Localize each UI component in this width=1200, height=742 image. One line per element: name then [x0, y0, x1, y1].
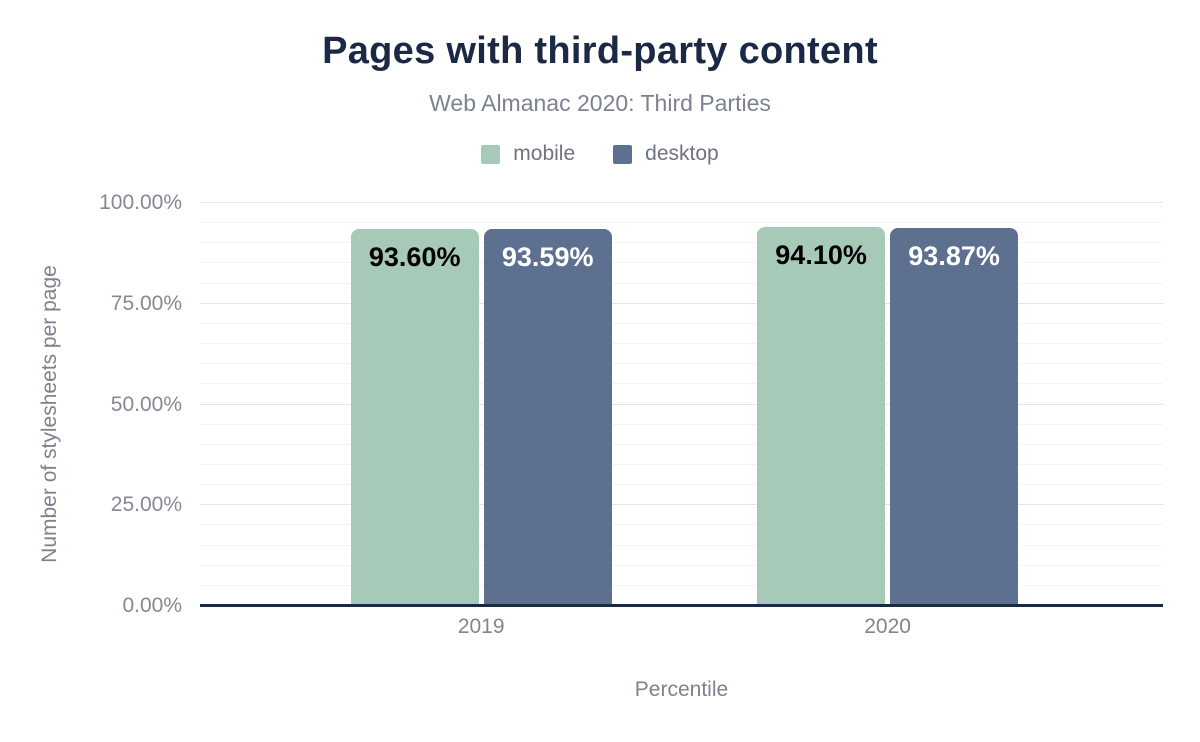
gridline-minor: [200, 242, 1163, 244]
gridline-minor: [200, 262, 1163, 264]
y-tick-label: 50.00%: [110, 392, 182, 416]
chart-subtitle: Web Almanac 2020: Third Parties: [429, 90, 771, 116]
legend-swatch-desktop: [613, 144, 633, 164]
gridline-minor: [200, 484, 1163, 486]
bar-value-label: 94.10%: [775, 239, 867, 270]
gridline-minor: [200, 423, 1163, 425]
legend-label: mobile: [513, 142, 576, 165]
bar-value-label: 93.60%: [368, 241, 461, 272]
legend-swatch-mobile: [481, 144, 501, 164]
bar-value-label: 93.87%: [908, 240, 1000, 271]
gridline-major: [200, 202, 1163, 203]
gridline-minor: [200, 443, 1163, 445]
gridline-minor: [200, 584, 1163, 586]
gridline-minor: [200, 544, 1163, 546]
gridline-minor: [200, 524, 1163, 526]
bar-2020-mobile[interactable]: 94.10%: [757, 226, 886, 606]
gridline-major: [200, 504, 1163, 506]
x-axis-ticks: 2019 2020: [200, 615, 1163, 641]
legend: mobile desktop: [0, 142, 1200, 166]
gridline-minor: [200, 322, 1163, 324]
gridline-minor: [200, 463, 1163, 465]
y-tick-label: 100.00%: [99, 191, 182, 214]
legend-item-mobile[interactable]: mobile: [481, 142, 575, 166]
plot-area: 93.60% 93.59% 94.10% 93.87%: [200, 202, 1163, 607]
x-tick-label-2020: 2020: [864, 615, 911, 638]
gridline-minor: [200, 383, 1163, 385]
gridline-major: [200, 403, 1163, 405]
chart-title: Pages with third-party content: [322, 30, 878, 72]
y-axis-ticks: 0.00% 25.00% 50.00% 75.00% 100.00%: [0, 191, 190, 617]
y-tick-label: 0.00%: [122, 594, 182, 617]
legend-item-desktop[interactable]: desktop: [613, 142, 719, 166]
gridline-minor: [200, 564, 1163, 566]
gridline-minor: [200, 363, 1163, 365]
bar-2019-desktop[interactable]: 93.59%: [483, 228, 612, 606]
legend-label: desktop: [645, 142, 719, 165]
x-axis-line: [200, 604, 1163, 607]
x-axis-title: Percentile: [634, 678, 729, 701]
y-tick-label: 75.00%: [110, 291, 182, 315]
gridline-minor: [200, 282, 1163, 284]
gridline-major: [200, 302, 1163, 304]
y-tick-label: 25.00%: [110, 493, 182, 517]
bar-2020-desktop[interactable]: 93.87%: [890, 227, 1019, 606]
gridline-minor: [200, 222, 1163, 224]
bar-value-label: 93.59%: [501, 241, 594, 272]
bar-2019-mobile[interactable]: 93.60%: [350, 228, 479, 606]
gridline-minor: [200, 343, 1163, 345]
x-tick-label-2019: 2019: [457, 615, 505, 638]
